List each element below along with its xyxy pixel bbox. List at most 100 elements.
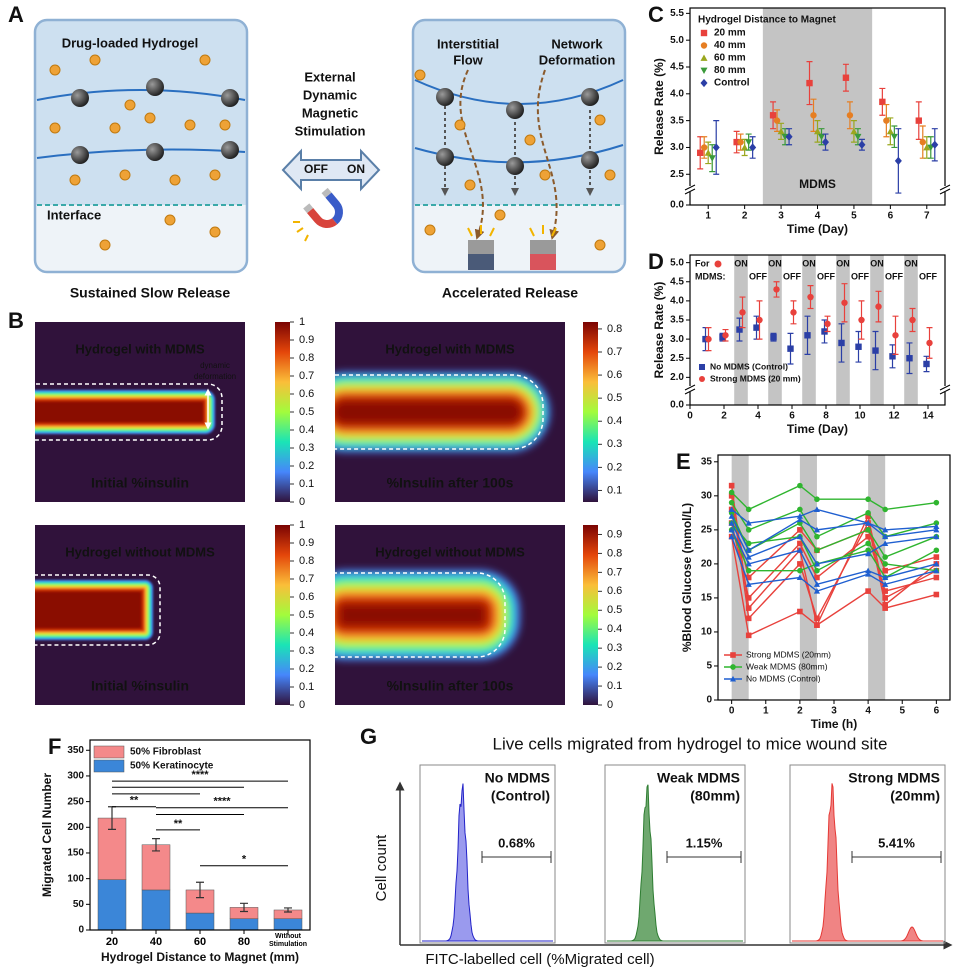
drug-particle <box>89 54 101 66</box>
error-bar <box>240 902 248 913</box>
y-tick-label: 5.5 <box>670 8 684 19</box>
stimulation-band <box>870 255 884 405</box>
magnet-red <box>307 207 338 228</box>
on-label: ON <box>768 258 782 268</box>
crosslink <box>146 143 164 161</box>
drug-particle <box>209 169 221 181</box>
panel-title: Live cells migrated from hydrogel to mic… <box>493 734 888 753</box>
heatmap-field <box>335 372 550 452</box>
data-point <box>915 117 922 124</box>
data-point <box>741 143 749 151</box>
stimulation-band <box>836 255 850 405</box>
colorbar-tick-label: 0.7 <box>299 573 314 585</box>
gel-outline <box>35 574 161 646</box>
bar-segment <box>229 918 259 931</box>
drug-particle <box>604 169 616 181</box>
colorbar-tick-label: 0 <box>607 699 613 711</box>
data-point <box>756 316 763 324</box>
drug-particle <box>424 224 436 236</box>
on-label: ON <box>347 162 365 176</box>
data-point <box>753 324 760 331</box>
data-point <box>728 533 735 540</box>
data-point <box>813 560 821 567</box>
group-label: (80mm) <box>690 788 740 804</box>
axis-break <box>684 184 696 195</box>
drug-particle <box>144 112 156 124</box>
annotation: dynamic <box>200 361 230 370</box>
drug-particle <box>99 239 111 251</box>
colorbar-tick-label: 0.3 <box>607 438 622 450</box>
colorbar-tick-label: 0.9 <box>299 334 314 346</box>
bar-segment <box>273 918 303 931</box>
axis-break-gap <box>687 186 693 192</box>
x-axis-label: Time (Day) <box>787 422 848 436</box>
data-point <box>865 571 872 577</box>
heatmap-caption: Initial %insulin <box>91 678 189 694</box>
data-point <box>745 554 752 560</box>
y-tick-label: 150 <box>67 848 84 859</box>
x-tick-label: 5 <box>899 706 905 717</box>
y-tick-label: 5.0 <box>670 257 684 268</box>
colorbar-tick-label: 0.6 <box>299 388 314 400</box>
data-point <box>906 355 913 362</box>
magnet <box>530 240 556 254</box>
significance-label: **** <box>191 769 209 781</box>
data-point <box>883 117 890 124</box>
group-label: Strong MDMS <box>848 770 940 786</box>
drug-particle <box>414 69 426 81</box>
data-point <box>745 519 752 526</box>
deformation-label: Deformation <box>539 52 616 67</box>
gate <box>851 851 942 863</box>
y-tick-label: 4.5 <box>670 62 684 73</box>
panel-label: F <box>48 734 61 759</box>
data-point <box>796 513 803 519</box>
gel-outline <box>335 572 506 658</box>
data-point <box>879 98 886 106</box>
x-tick-label: 8 <box>823 411 829 422</box>
data-point <box>745 527 752 533</box>
spark <box>529 225 557 237</box>
stimulation-band <box>904 255 918 405</box>
colorbar-tick-label: 0.9 <box>299 537 314 549</box>
x-axis-label: FITC-labelled cell (%Migrated cell) <box>425 951 654 968</box>
error-bar <box>196 881 204 899</box>
legend-label: 50% Keratinocyte <box>130 761 214 772</box>
y-tick-label: 3.5 <box>670 315 684 326</box>
drug-particle <box>169 174 181 186</box>
magnet-tips <box>303 187 332 214</box>
x-tick-label: 3 <box>778 211 784 222</box>
data-point <box>933 547 940 554</box>
x-tick-label: 1 <box>763 706 769 717</box>
data-point <box>745 560 752 567</box>
legend-label: Strong MDMS (20 mm) <box>710 373 801 383</box>
data-point <box>933 523 940 529</box>
colorbar-tick-label: 0.2 <box>607 461 622 473</box>
stimulus-label: Magnetic <box>302 105 358 120</box>
data-point <box>933 567 940 574</box>
colorbar-tick-label: 0.2 <box>299 460 314 472</box>
left-hydrogel-border <box>33 18 249 274</box>
data-point <box>814 547 820 554</box>
data-point <box>886 127 894 135</box>
y-tick-label: 4.0 <box>670 296 684 307</box>
data-point <box>865 527 871 533</box>
legend-marker <box>699 364 705 370</box>
drug-particle <box>539 169 551 181</box>
heatmap-title: Hydrogel without MDMS <box>65 544 215 559</box>
legend-marker <box>700 67 708 75</box>
data-point <box>882 567 888 574</box>
colorbar-tick-label: 0.8 <box>299 352 314 364</box>
crosslink <box>221 141 239 159</box>
axis-break <box>939 184 951 195</box>
legend-marker <box>699 376 705 382</box>
data-point <box>821 137 830 147</box>
drug-particle <box>454 119 466 131</box>
data-point <box>892 332 899 339</box>
data-point <box>865 547 871 554</box>
off-label: OFF <box>749 271 767 281</box>
data-point <box>814 574 820 581</box>
flow-label: Interstitial <box>437 36 499 51</box>
gate <box>481 851 552 863</box>
colorbar-tick-label: 0.7 <box>607 346 622 358</box>
x-tick-label: 2 <box>797 706 803 717</box>
